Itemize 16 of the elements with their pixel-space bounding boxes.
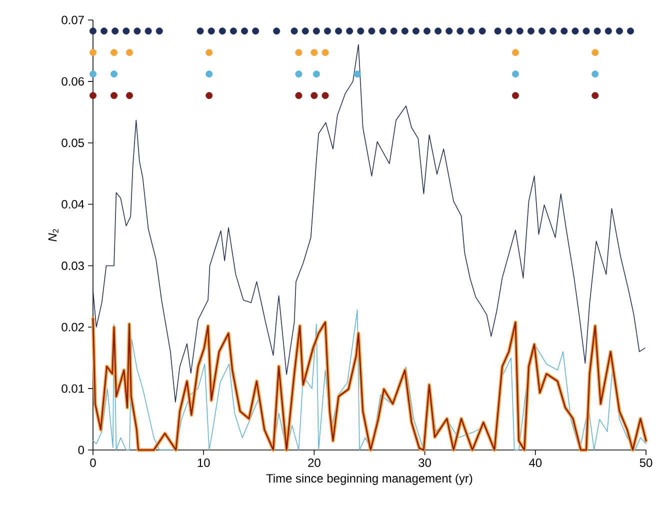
x-axis-title: Time since beginning management (yr) — [266, 474, 472, 485]
x-tick-label: 10 — [198, 458, 210, 467]
x-tick-label: 20 — [308, 458, 320, 467]
y-tick-label: 0.01 — [62, 384, 84, 393]
y-tick-label: 0.05 — [62, 138, 84, 148]
x-tick-label: 30 — [418, 458, 431, 467]
x-tick-label: 50 — [640, 458, 652, 467]
x-tick-label: 40 — [529, 458, 542, 467]
y-tick-label: 0.03 — [62, 261, 84, 270]
y-tick-label: 0.02 — [62, 322, 84, 332]
y-tick-label: 0 — [78, 446, 84, 454]
y-axis-title: N$_{2}$ — [48, 229, 58, 242]
x-tick-label: 0 — [90, 458, 96, 467]
y-tick-label: 0.06 — [62, 77, 84, 86]
y-tick-label: 0.07 — [62, 16, 84, 24]
y-tick-label: 0.04 — [62, 200, 84, 209]
